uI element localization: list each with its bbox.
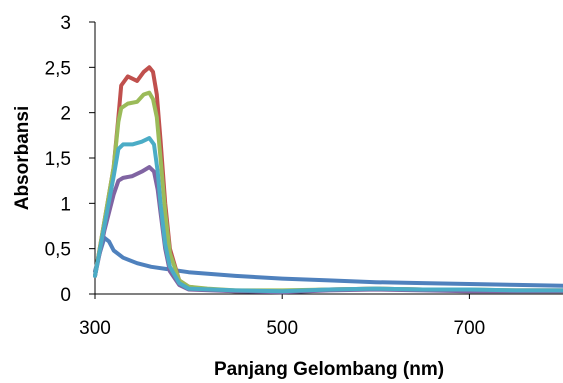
y-tick-label: 1	[60, 194, 71, 215]
y-tick-label: 2	[60, 104, 71, 125]
y-tick-label: 0	[60, 285, 71, 306]
y-tick-label: 3	[60, 13, 71, 34]
x-tick-label: 300	[79, 318, 111, 339]
series-line-1	[93, 235, 563, 288]
series-line-5	[93, 136, 563, 294]
y-axis-title: Absorbansi	[12, 106, 33, 211]
x-ticks: 300 500 700	[79, 294, 485, 339]
y-tick-label: 2,5	[45, 58, 71, 79]
x-tick-label: 500	[266, 318, 298, 339]
y-tick-label: 0,5	[45, 240, 71, 261]
x-axis-title: Panjang Gelombang (nm)	[214, 359, 444, 380]
series-group	[93, 65, 563, 295]
y-tick-label: 1,5	[45, 149, 71, 170]
y-ticks: 0 0,5 1 1,5 2 2,5 3	[45, 13, 95, 306]
series-line-3	[93, 90, 563, 293]
x-tick-label: 700	[454, 318, 486, 339]
